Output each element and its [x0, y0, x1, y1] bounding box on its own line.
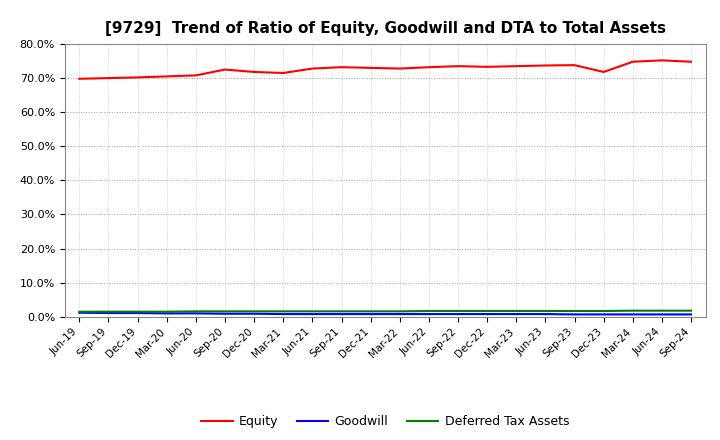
Deferred Tax Assets — [337, 309, 346, 314]
Goodwill — [308, 312, 317, 317]
Equity — [629, 59, 637, 64]
Deferred Tax Assets — [366, 309, 375, 314]
Equity — [366, 65, 375, 70]
Deferred Tax Assets — [454, 308, 462, 314]
Goodwill — [395, 312, 404, 317]
Equity — [250, 70, 258, 75]
Deferred Tax Assets — [133, 309, 142, 314]
Equity — [425, 65, 433, 70]
Goodwill — [104, 310, 113, 315]
Goodwill — [687, 312, 696, 317]
Equity — [104, 76, 113, 81]
Deferred Tax Assets — [599, 308, 608, 314]
Equity — [220, 67, 229, 72]
Equity — [512, 63, 521, 69]
Goodwill — [163, 311, 171, 316]
Equity — [75, 76, 84, 81]
Equity — [192, 73, 200, 78]
Title: [9729]  Trend of Ratio of Equity, Goodwill and DTA to Total Assets: [9729] Trend of Ratio of Equity, Goodwil… — [104, 21, 666, 36]
Equity — [279, 70, 287, 76]
Goodwill — [483, 312, 492, 317]
Line: Deferred Tax Assets: Deferred Tax Assets — [79, 311, 691, 312]
Deferred Tax Assets — [192, 309, 200, 314]
Equity — [599, 70, 608, 75]
Deferred Tax Assets — [75, 309, 84, 314]
Deferred Tax Assets — [220, 309, 229, 314]
Deferred Tax Assets — [104, 309, 113, 314]
Goodwill — [279, 312, 287, 317]
Equity — [133, 75, 142, 80]
Line: Equity: Equity — [79, 60, 691, 79]
Goodwill — [133, 310, 142, 315]
Equity — [570, 62, 579, 68]
Goodwill — [541, 312, 550, 317]
Deferred Tax Assets — [250, 309, 258, 314]
Deferred Tax Assets — [395, 309, 404, 314]
Deferred Tax Assets — [629, 308, 637, 313]
Equity — [657, 58, 666, 63]
Equity — [163, 74, 171, 79]
Deferred Tax Assets — [483, 308, 492, 314]
Deferred Tax Assets — [512, 308, 521, 314]
Goodwill — [192, 311, 200, 316]
Goodwill — [337, 312, 346, 317]
Legend: Equity, Goodwill, Deferred Tax Assets: Equity, Goodwill, Deferred Tax Assets — [197, 411, 574, 433]
Equity — [308, 66, 317, 71]
Deferred Tax Assets — [657, 308, 666, 313]
Equity — [687, 59, 696, 64]
Goodwill — [570, 312, 579, 317]
Deferred Tax Assets — [308, 309, 317, 314]
Deferred Tax Assets — [279, 309, 287, 314]
Equity — [541, 63, 550, 68]
Goodwill — [599, 312, 608, 317]
Deferred Tax Assets — [163, 309, 171, 314]
Equity — [454, 63, 462, 69]
Goodwill — [512, 312, 521, 317]
Goodwill — [454, 312, 462, 317]
Goodwill — [657, 312, 666, 317]
Equity — [337, 65, 346, 70]
Deferred Tax Assets — [687, 308, 696, 313]
Goodwill — [425, 312, 433, 317]
Deferred Tax Assets — [425, 308, 433, 314]
Line: Goodwill: Goodwill — [79, 313, 691, 315]
Goodwill — [220, 311, 229, 316]
Deferred Tax Assets — [541, 308, 550, 314]
Goodwill — [366, 312, 375, 317]
Deferred Tax Assets — [570, 308, 579, 314]
Goodwill — [75, 310, 84, 315]
Equity — [483, 64, 492, 70]
Goodwill — [250, 311, 258, 316]
Equity — [395, 66, 404, 71]
Goodwill — [629, 312, 637, 317]
